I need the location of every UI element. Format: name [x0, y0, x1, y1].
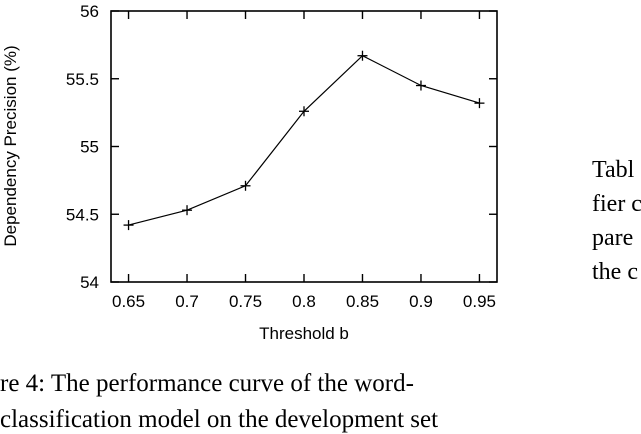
- figure-caption-line-2: classification model on the development …: [0, 406, 439, 433]
- data-point-2: [240, 180, 251, 191]
- side-text-line-4: the c: [592, 259, 638, 285]
- x-tick-label-5: 0.9: [409, 292, 433, 311]
- data-point-6: [474, 98, 485, 109]
- data-point-0: [123, 220, 134, 231]
- data-point-3: [299, 106, 309, 117]
- side-text-line-1: Tabl: [592, 157, 635, 183]
- x-tick-label-2: 0.75: [229, 292, 262, 311]
- x-axis-ticks: 0.65 0.7 0.75 0.8 0.85 0.9 0.95: [112, 11, 496, 311]
- data-point-4: [357, 50, 368, 61]
- data-point-1: [182, 205, 193, 216]
- y-tick-label-3: 55.5: [66, 70, 99, 89]
- side-text-line-3: pare: [592, 225, 634, 251]
- series-precision: [123, 50, 485, 231]
- y-axis-label: Dependency Precision (%): [1, 45, 20, 246]
- x-axis-label: Threshold b: [259, 324, 349, 343]
- x-tick-label-1: 0.7: [175, 292, 199, 311]
- x-tick-label-3: 0.8: [292, 292, 316, 311]
- y-tick-label-0: 54: [80, 273, 99, 292]
- series-line: [128, 54, 480, 226]
- y-tick-label-2: 55: [80, 138, 99, 157]
- side-text-line-2: fier c: [592, 191, 641, 217]
- figure-caption-line-1: re 4: The performance curve of the word-: [0, 370, 414, 397]
- data-point-5: [415, 80, 426, 91]
- y-tick-label-1: 54.5: [66, 205, 99, 224]
- y-tick-label-4: 56: [80, 2, 99, 21]
- x-tick-label-0: 0.65: [112, 292, 145, 311]
- x-tick-label-6: 0.95: [463, 292, 496, 311]
- plot-frame: [110, 10, 498, 283]
- y-axis-ticks: 54 54.5 55 55.5 56: [66, 2, 497, 292]
- x-tick-label-4: 0.85: [346, 292, 379, 311]
